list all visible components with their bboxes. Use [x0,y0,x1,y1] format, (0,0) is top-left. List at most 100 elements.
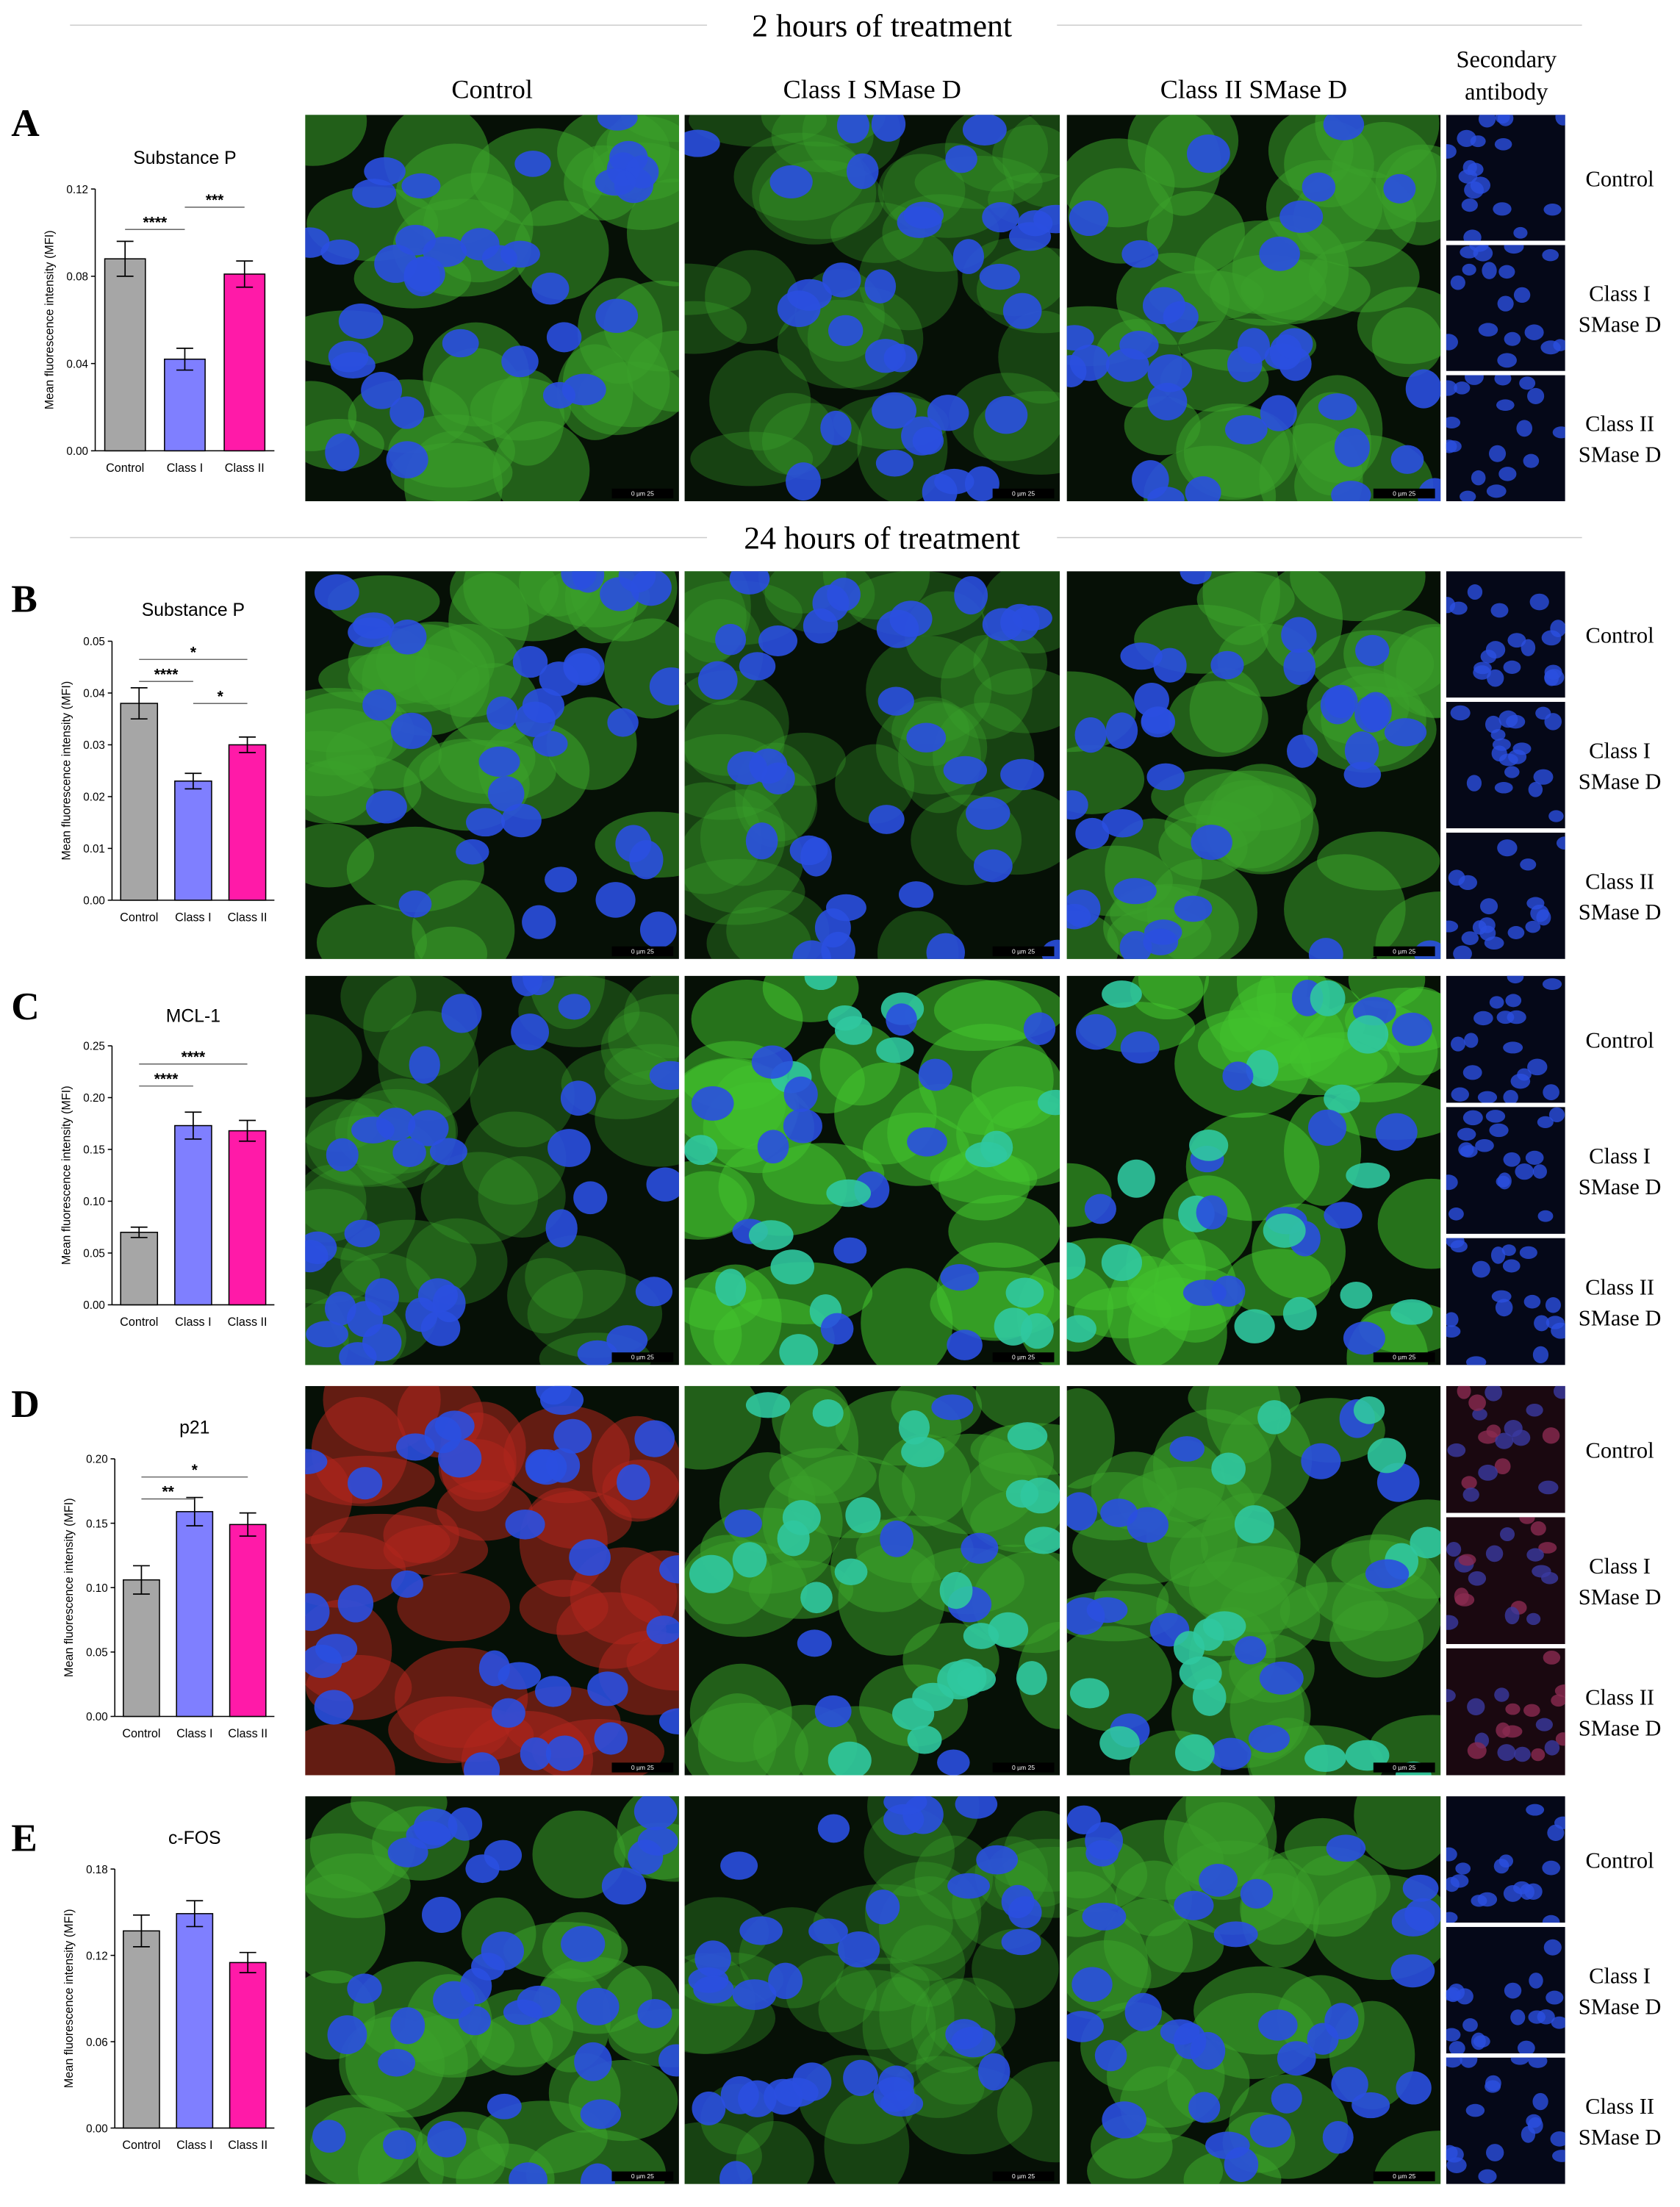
cytoplasm [974,668,1060,733]
nucleus [388,620,427,655]
nucleus [757,1130,789,1164]
cytoplasm [684,263,751,315]
nucleus [500,803,542,838]
nucleus [338,303,384,340]
nucleus [1446,2146,1464,2163]
nucleus [964,466,999,501]
nucleus [522,905,556,939]
cytoplasm [1138,975,1209,1010]
micrograph [1446,1648,1565,1776]
nucleus [1525,920,1541,933]
nucleus [1541,630,1562,646]
nucleus [395,224,437,256]
error-bar [186,1496,204,1526]
nucleus [498,1662,542,1690]
micrograph: 0 µm 25 [684,975,1060,1366]
nucleus [822,262,861,298]
nucleus [1478,323,1498,337]
cytoplasm [818,1970,930,2050]
nucleus [1523,453,1540,468]
y-tick-label: 0.00 [83,895,105,908]
scale-bar-box [1373,2171,1435,2181]
nucleus [1066,1315,1096,1343]
nucleus [1486,484,1507,498]
nucleus [1485,2144,1504,2161]
nucleus [432,1284,466,1323]
nucleus [1120,642,1163,670]
nucleus [1310,980,1346,1016]
nucleus [1160,2019,1200,2045]
nucleus [1277,2041,1316,2076]
nucleus [1543,1084,1559,1101]
nucleus [1515,1163,1534,1180]
nucleus [351,1116,395,1144]
nucleus [390,712,433,750]
nucleus [1446,2028,1461,2042]
nucleus [1533,769,1554,785]
nucleus [876,1037,914,1063]
nucleus [1279,200,1324,233]
nucleus [1132,460,1169,499]
y-tick-label: 0.10 [83,1196,105,1208]
nucleus [569,1539,611,1576]
y-tick-label: 0.00 [83,1299,105,1312]
nucleus [491,1698,525,1728]
y-axis-label: Mean fluorescence intensity (MFI) [43,230,56,409]
nucleus [1464,181,1485,199]
nucleus [1446,1615,1459,1630]
nucleus [976,1845,1019,1875]
bar [176,1913,214,2129]
nucleus [1467,1698,1485,1716]
nucleus [1331,481,1371,501]
cytoplasm [973,630,1048,695]
nucleus [522,688,564,723]
cytoplasm [998,310,1060,404]
nucleus [1324,1084,1360,1113]
nucleus [553,1418,592,1454]
nucleus [994,1307,1033,1346]
nucleus [580,2099,622,2129]
significance-label: * [190,644,197,661]
nucleus [1334,428,1370,467]
nucleus [1446,1325,1461,1338]
nucleus [649,667,679,706]
y-tick-label: 0.03 [83,739,105,752]
nucleus [637,1998,672,2028]
y-tick-label: 0.25 [83,1041,105,1053]
cytoplasm [914,155,1043,209]
nucleus [1528,781,1543,797]
nucleus [1173,1631,1205,1665]
nucleus [306,1321,348,1348]
cytoplasm [997,2061,1060,2163]
nucleus [1355,634,1390,667]
cytoplasm [835,744,915,824]
nucleus [1546,1316,1565,1329]
nucleus [466,808,506,837]
row-label: Class II [1585,869,1654,894]
nucleus [511,975,543,997]
nucleus [843,2059,879,2097]
nucleus [1450,275,1465,290]
cytoplasm [384,115,490,211]
nucleus [327,2015,367,2055]
nucleus [1556,836,1565,850]
nucleus [1269,334,1302,370]
nucleus [1102,980,1142,1008]
nucleus [1477,1892,1498,1907]
nucleus [1472,1260,1490,1278]
nucleus [520,1737,552,1770]
nucleus [1100,1499,1138,1527]
nucleus [1119,930,1152,959]
nucleus [1523,1704,1540,1718]
nucleus [1554,1816,1565,1829]
nucleus [1478,2169,1497,2184]
nucleus [1544,1740,1560,1756]
nucleus [1249,2114,1291,2148]
nucleus [1405,369,1441,409]
row-label: Class I [1589,1963,1651,1988]
cytoplasm [309,1801,415,1893]
nucleus [633,1796,678,1831]
nucleus [1496,1722,1511,1738]
nucleus [1099,1726,1140,1760]
